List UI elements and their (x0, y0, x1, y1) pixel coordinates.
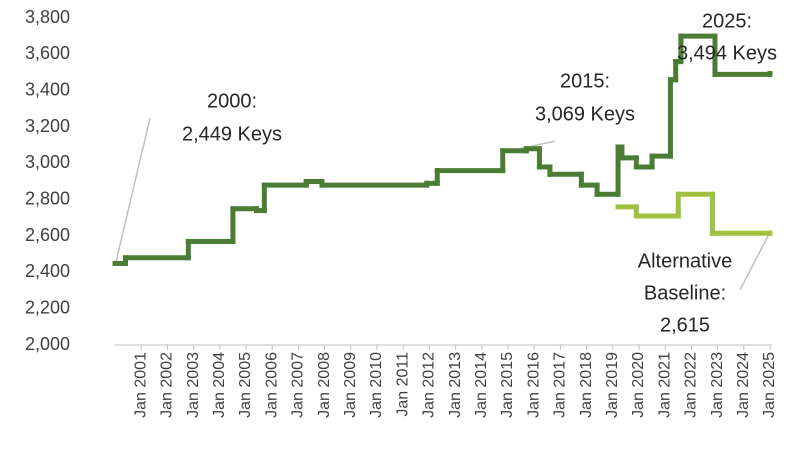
x-tick-label: Jan 2002 (159, 352, 176, 418)
x-tick-label: Jan 2021 (656, 352, 673, 418)
x-tick-label: Jan 2001 (132, 352, 149, 418)
series-line (112, 33, 773, 266)
annotation: 2,449 Keys (182, 123, 282, 145)
x-tick-label: Jan 2012 (421, 352, 438, 418)
x-tick-label: Jan 2023 (709, 352, 726, 418)
y-tick-label: 3,600 (25, 43, 70, 63)
annotation: 2015: (560, 70, 610, 92)
x-tick-label: Jan 2009 (342, 352, 359, 418)
y-tick-label: 2,800 (25, 188, 70, 208)
annotation: 3,494 Keys (677, 42, 777, 64)
x-tick-label: Jan 2020 (630, 352, 647, 418)
x-tick-label: Jan 2022 (683, 352, 700, 418)
y-tick-label: 3,800 (25, 7, 70, 27)
x-tick-label: Jan 2017 (552, 352, 569, 418)
y-tick-label: 2,600 (25, 225, 70, 245)
annotation: 3,069 Keys (535, 103, 635, 125)
y-tick-label: 3,400 (25, 79, 70, 99)
y-tick-label: 3,000 (25, 152, 70, 172)
x-tick-label: Jan 2015 (499, 352, 516, 418)
y-tick-label: 3,200 (25, 116, 70, 136)
x-tick-label: Jan 2025 (761, 352, 778, 418)
x-tick-label: Jan 2013 (447, 352, 464, 418)
annotation: 2,615 (660, 314, 710, 336)
leader-line (115, 117, 151, 263)
x-tick-label: Jan 2003 (185, 352, 202, 418)
x-tick-label: Jan 2016 (525, 352, 542, 418)
x-tick-label: Jan 2018 (578, 352, 595, 418)
y-tick-label: 2,000 (25, 334, 70, 354)
x-tick-label: Jan 2007 (290, 352, 307, 418)
x-tick-label: Jan 2014 (473, 352, 490, 418)
y-tick-label: 2,200 (25, 297, 70, 317)
x-tick-label: Jan 2019 (604, 352, 621, 418)
annotation: 2025: (702, 10, 752, 32)
annotation: Alternative (638, 250, 733, 272)
x-tick-label: Jan 2024 (735, 352, 752, 418)
x-tick-label: Jan 2008 (316, 352, 333, 418)
leader-line (739, 235, 769, 291)
x-tick-label: Jan 2006 (263, 352, 280, 418)
y-tick-label: 2,400 (25, 261, 70, 281)
x-tick-label: Jan 2004 (211, 352, 228, 418)
x-tick-label: Jan 2011 (394, 352, 411, 417)
series-line (615, 191, 773, 236)
x-tick-label: Jan 2010 (368, 352, 385, 418)
x-tick-label: Jan 2005 (237, 352, 254, 418)
annotation: 2000: (207, 90, 257, 112)
annotation: Baseline: (644, 282, 726, 304)
